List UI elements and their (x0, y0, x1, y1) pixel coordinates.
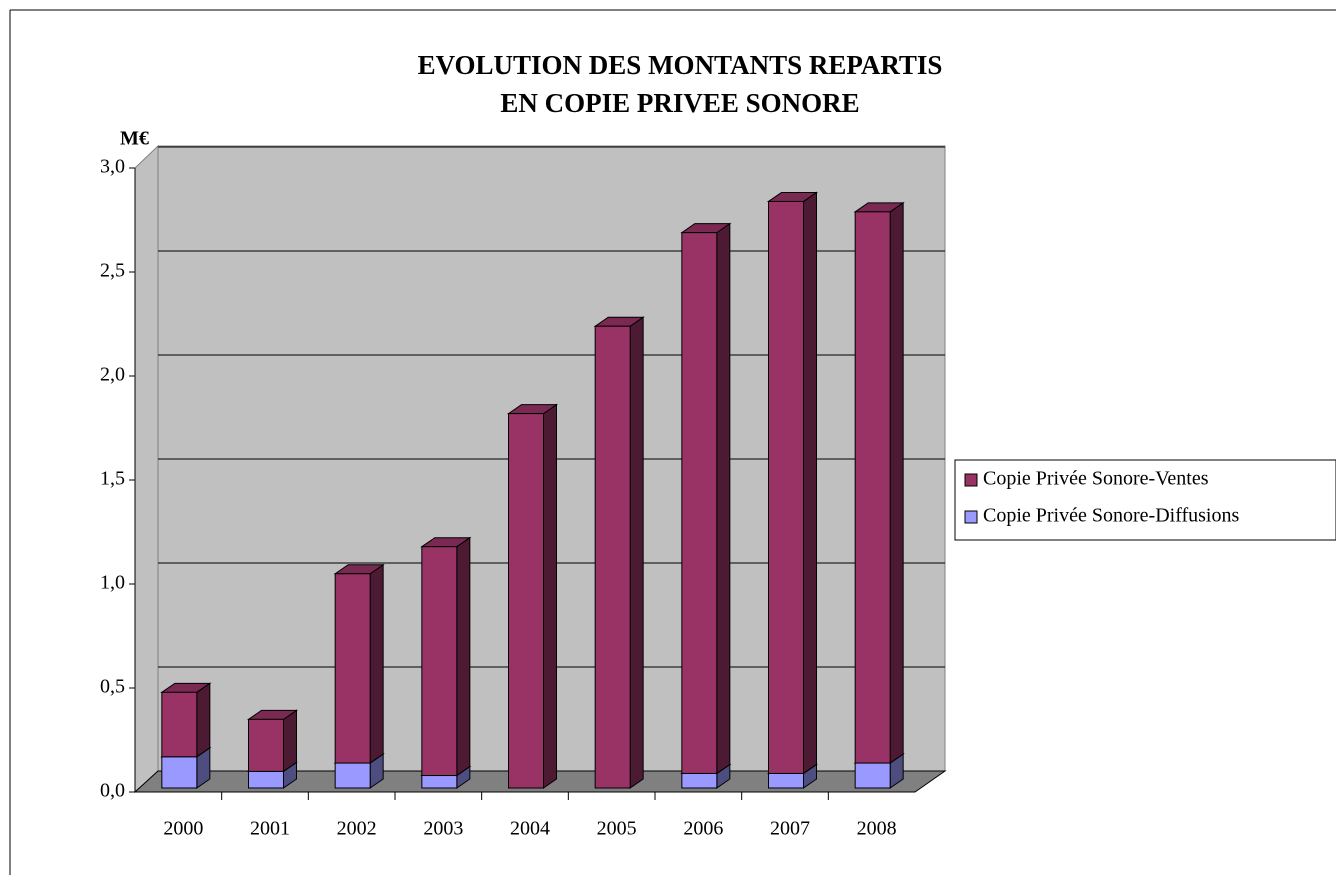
x-tick-label: 2003 (423, 818, 463, 840)
bar-side (803, 191, 817, 775)
x-tick-label: 2000 (163, 818, 203, 840)
legend-label: Copie Privée Sonore-Ventes (983, 468, 1209, 490)
y-tick-label: 2,0 (100, 364, 125, 386)
y-tick-label: 3,0 (100, 156, 125, 178)
chart-title: EVOLUTION DES MONTANTS REPARTIS (418, 50, 943, 80)
bar (854, 211, 891, 764)
bar (681, 772, 718, 789)
bar (248, 770, 284, 789)
x-tick-label: 2004 (510, 818, 550, 840)
bar (854, 762, 891, 789)
y-tick-label: 1,5 (100, 468, 125, 490)
bar-side (456, 536, 471, 777)
bar (421, 546, 458, 777)
bar (768, 772, 804, 789)
bar (681, 232, 718, 774)
legend-swatch (964, 473, 978, 487)
side-wall (134, 144, 159, 794)
y-tick-label: 2,5 (100, 260, 125, 282)
bar (334, 573, 371, 764)
y-axis-label: M€ (120, 128, 149, 150)
y-tick-label: 0,5 (100, 676, 125, 698)
y-tick-label: 1,0 (100, 572, 125, 594)
bar (161, 756, 198, 789)
chart-title: EN COPIE PRIVEE SONORE (500, 88, 859, 118)
x-tick-label: 2005 (597, 818, 637, 840)
bar (768, 200, 804, 774)
bar-side (543, 403, 557, 789)
bar (594, 325, 631, 789)
bar-side (889, 201, 904, 764)
bar (508, 413, 544, 789)
bar-side (629, 316, 644, 789)
bar-side (716, 222, 731, 775)
x-tick-label: 2008 (857, 818, 897, 840)
y-tick-label: 0,0 (100, 780, 125, 802)
bar-side (196, 682, 211, 758)
bar (248, 718, 284, 772)
bar (161, 691, 198, 758)
x-tick-label: 2007 (770, 818, 810, 840)
x-tick-label: 2002 (337, 818, 377, 840)
x-tick-label: 2006 (683, 818, 723, 840)
bar-side (369, 563, 384, 764)
legend-label: Copie Privée Sonore-Diffusions (983, 505, 1239, 527)
legend (954, 459, 1336, 541)
bar (334, 762, 371, 789)
bar-side (283, 709, 297, 773)
legend-swatch (964, 510, 978, 524)
bar (421, 775, 458, 789)
x-tick-label: 2001 (250, 818, 290, 840)
